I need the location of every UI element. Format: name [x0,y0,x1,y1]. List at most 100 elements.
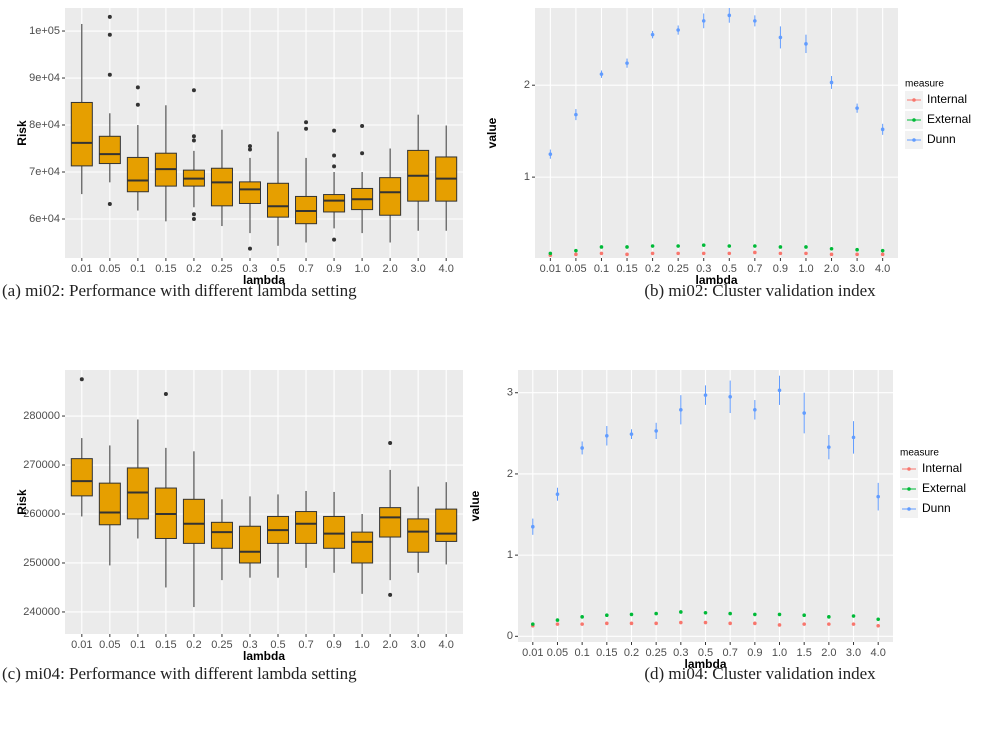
legend-label: External [922,481,966,495]
x-tick-label: 2.0 [821,647,836,659]
point [574,248,578,253]
point [778,251,783,256]
x-tick-label: 0.5 [270,639,285,651]
outlier [191,216,196,221]
x-tick-label: 1.0 [798,263,813,275]
outlier [107,72,112,77]
point [880,252,885,257]
point [851,435,856,440]
point [753,612,757,617]
caption: (b) mi02: Cluster validation index [644,281,876,300]
x-tick-label: 0.7 [298,263,313,275]
point [855,106,859,110]
outlier [135,102,140,107]
x-tick-label: 3.0 [411,639,426,651]
point [777,388,782,393]
point [701,243,706,247]
x-tick-label: 0.2 [624,647,639,659]
y-tick-label: 8e+04 [29,119,60,131]
x-axis-title: lambda [243,649,285,663]
x-tick-label: 0.01 [71,639,92,651]
y-axis-title: value [485,117,499,148]
box [323,194,346,213]
point [827,445,831,449]
x-tick-label: 0.3 [696,263,711,275]
y-tick-label: 2 [524,79,530,91]
box [379,507,402,538]
point [777,623,782,627]
box [435,508,458,542]
x-tick-label: 1.0 [354,639,369,651]
outlier [247,246,252,251]
x-tick-label: 0.05 [547,647,568,659]
outlier [304,126,309,131]
outlier [107,14,112,19]
point [599,251,604,256]
plot-background [65,8,463,258]
legend-point [907,487,911,491]
point [650,251,655,256]
x-tick-label: 3.0 [411,263,426,275]
legend-label: Dunn [922,501,951,515]
point [829,80,834,85]
x-tick-label: 0.3 [242,639,257,651]
point [728,611,732,616]
outlier [191,134,196,139]
box [210,167,233,207]
point [548,251,553,256]
point [753,407,757,412]
box [182,498,205,544]
y-tick-label: 6e+04 [29,213,60,225]
point [880,127,885,132]
point [703,610,708,615]
point [650,244,655,248]
x-tick-label: 4.0 [439,263,454,275]
x-tick-label: 2.0 [382,263,397,275]
x-tick-label: 0.25 [211,263,232,275]
point [580,615,584,619]
x-tick-label: 3.0 [849,263,864,275]
point [599,72,604,76]
plot-background [65,370,463,634]
x-tick-label: 0.05 [565,263,586,275]
x-tick-label: 3.0 [846,647,861,659]
outlier [332,153,337,158]
point [654,429,658,433]
y-tick-label: 1 [524,171,530,183]
outlier [107,201,112,206]
x-tick-label: 0.1 [594,263,609,275]
box [98,482,121,526]
y-axis-title: value [468,490,482,521]
x-tick-label: 0.05 [99,639,120,651]
point [676,28,680,32]
point [650,32,655,37]
point [605,433,609,438]
outlier [247,147,252,152]
x-tick-label: 4.0 [875,263,890,275]
box [126,156,149,193]
x-tick-label: 0.5 [722,263,737,275]
point [605,621,609,626]
point [679,407,683,412]
point [727,251,732,256]
box [98,135,121,165]
x-tick-label: 0.15 [155,263,176,275]
box [379,177,402,216]
point [876,617,880,622]
legend-label: Internal [922,461,962,475]
point [625,245,629,249]
point [629,432,634,436]
point [880,248,885,253]
outlier [360,123,365,128]
legend-label: Internal [927,92,967,106]
point [804,245,808,249]
x-tick-label: 4.0 [871,647,886,659]
point [599,245,604,249]
point [728,621,732,626]
point [778,245,783,249]
y-tick-label: 1e+05 [29,25,60,37]
point [753,621,757,626]
point [851,614,856,618]
outlier [79,377,84,382]
